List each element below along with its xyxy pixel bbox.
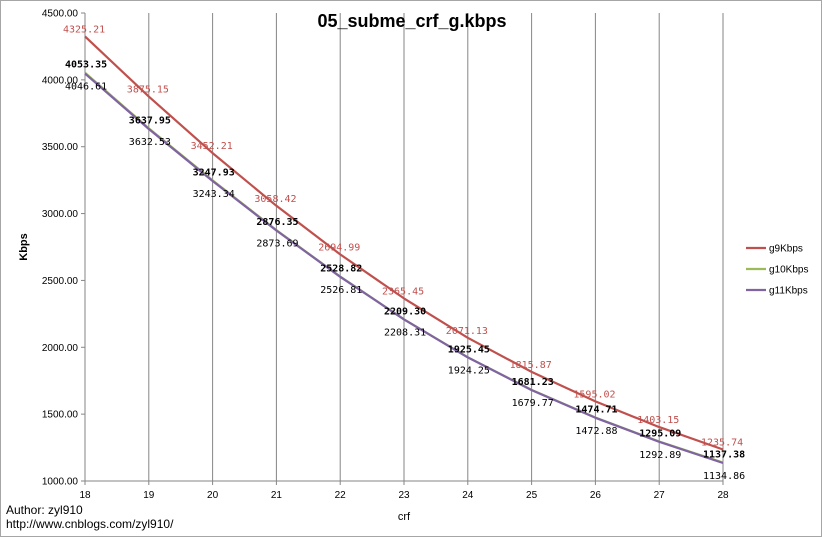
data-label: 2526.81 (320, 285, 362, 296)
data-label: 4325.21 (63, 24, 105, 35)
y-tick-label: 4000.00 (42, 75, 79, 86)
data-label: 2876.35 (256, 217, 298, 228)
y-tick-label: 4500.00 (42, 9, 79, 20)
data-label: 1472.88 (575, 426, 617, 437)
y-tick-label: 3000.00 (42, 209, 79, 220)
data-label: 3637.95 (129, 115, 171, 126)
legend-label: g10Kbps (769, 265, 808, 276)
y-tick-label: 1500.00 (42, 410, 79, 421)
y-tick-label: 2000.00 (42, 343, 79, 354)
x-tick-label: 23 (398, 490, 410, 501)
x-tick-label: 25 (526, 490, 538, 501)
data-label: 2209.30 (384, 306, 426, 317)
url-line: http://www.cnblogs.com/zyl910/ (6, 517, 174, 531)
data-label: 1474.71 (575, 405, 617, 416)
data-label: 2071.13 (446, 326, 488, 337)
x-tick-label: 26 (590, 490, 602, 501)
data-label: 1295.09 (639, 429, 681, 440)
data-label: 1679.77 (512, 398, 554, 409)
data-label: 2208.31 (384, 327, 426, 338)
data-label: 1681.23 (512, 377, 554, 388)
data-label: 3247.93 (193, 167, 235, 178)
x-tick-label: 24 (462, 490, 474, 501)
author-line: Author: zyl910 (6, 503, 83, 517)
data-label: 1235.74 (701, 437, 743, 448)
x-tick-label: 19 (143, 490, 155, 501)
data-label: 3875.15 (127, 85, 169, 96)
y-tick-label: 1000.00 (42, 477, 79, 488)
data-label: 3452.21 (191, 141, 233, 152)
x-tick-label: 20 (207, 490, 219, 501)
data-label: 2528.82 (320, 264, 362, 275)
data-label: 1924.25 (448, 365, 490, 376)
y-tick-label: 2500.00 (42, 276, 79, 287)
y-axis-title: Kbps (18, 233, 30, 261)
data-label: 3632.53 (129, 137, 171, 148)
x-tick-label: 18 (79, 490, 91, 501)
legend-label: g11Kbps (769, 286, 808, 297)
x-tick-label: 21 (271, 490, 283, 501)
x-tick-label: 27 (654, 490, 666, 501)
data-label: 2365.45 (382, 286, 424, 297)
series-line-g11Kbps (84, 72, 724, 465)
data-label: 4053.35 (65, 60, 107, 71)
data-label: 3243.34 (193, 189, 235, 200)
x-tick-label: 28 (717, 490, 729, 501)
y-tick-label: 3500.00 (42, 142, 79, 153)
data-label: 1292.89 (639, 450, 681, 461)
data-label: 1137.38 (703, 450, 745, 461)
data-label: 1925.45 (448, 344, 490, 355)
chart-title: 05_subme_crf_g.kbps (317, 11, 506, 31)
data-label: 2873.69 (256, 238, 298, 249)
data-label: 1815.87 (510, 360, 552, 371)
data-label: 4046.61 (65, 82, 107, 93)
data-label: 2694.99 (318, 242, 360, 253)
data-label: 1134.86 (703, 471, 745, 482)
data-label: 1403.15 (637, 415, 679, 426)
data-label: 1595.02 (573, 389, 615, 400)
data-label: 3058.42 (254, 194, 296, 205)
legend-label: g9Kbps (769, 244, 803, 255)
series-line-g9Kbps (84, 35, 724, 451)
x-axis-title: crf (398, 511, 411, 523)
x-tick-label: 22 (335, 490, 347, 501)
